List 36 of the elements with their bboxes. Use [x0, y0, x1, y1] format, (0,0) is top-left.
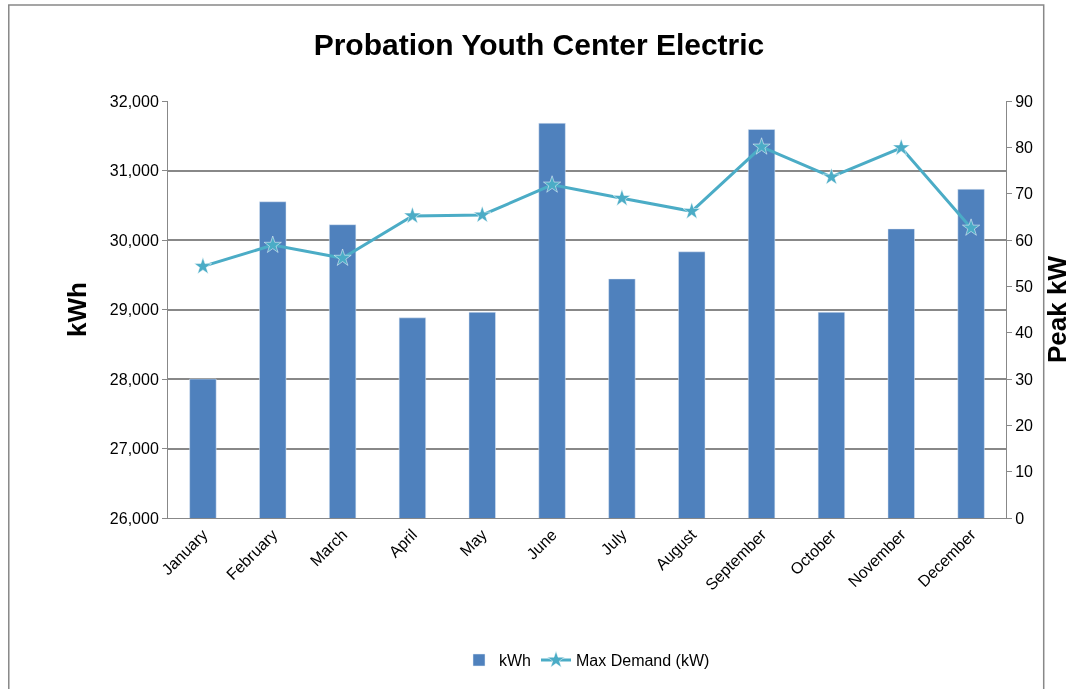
point [543, 175, 561, 193]
y-tick-label: 31,000 [109, 162, 159, 180]
y2-tick-label: 30 [1015, 370, 1034, 388]
point [752, 137, 771, 155]
point [263, 235, 282, 253]
point [962, 218, 980, 236]
y2-tick-label: 50 [1015, 277, 1034, 295]
y2-tick-label: 20 [1015, 416, 1034, 434]
legend-label: kWh [499, 652, 531, 670]
y-tick-label: 26,000 [109, 509, 159, 527]
point [473, 205, 492, 223]
point [194, 257, 212, 275]
y2-tick-label: 80 [1015, 138, 1034, 156]
y-tick-label: 29,000 [109, 301, 159, 319]
point [892, 138, 911, 156]
point [333, 248, 352, 266]
y-axis-title: kWh [62, 282, 93, 337]
x-tick-label: May [456, 525, 491, 560]
y2-axis-title: Peak kW [1041, 255, 1072, 363]
y2-tick-label: 70 [1015, 185, 1034, 203]
y-tick-label: 27,000 [109, 440, 159, 458]
y2-tick-label: 0 [1015, 509, 1025, 527]
point [682, 201, 701, 219]
point [403, 206, 422, 224]
chart-title: Probation Youth Center Electric [313, 28, 765, 62]
y2-tick-label: 40 [1015, 324, 1034, 342]
y2-tick-label: 90 [1015, 92, 1034, 110]
legend-label: Max Demand (kW) [576, 652, 710, 670]
y2-tick-label: 10 [1015, 463, 1034, 481]
y-tick-label: 32,000 [109, 92, 159, 110]
y-tick-label: 28,000 [109, 370, 159, 388]
point [613, 188, 631, 206]
y2-tick-label: 60 [1015, 231, 1034, 249]
y-tick-label: 30,000 [109, 231, 159, 249]
point [822, 167, 841, 185]
x-tick-label: July [597, 525, 630, 559]
